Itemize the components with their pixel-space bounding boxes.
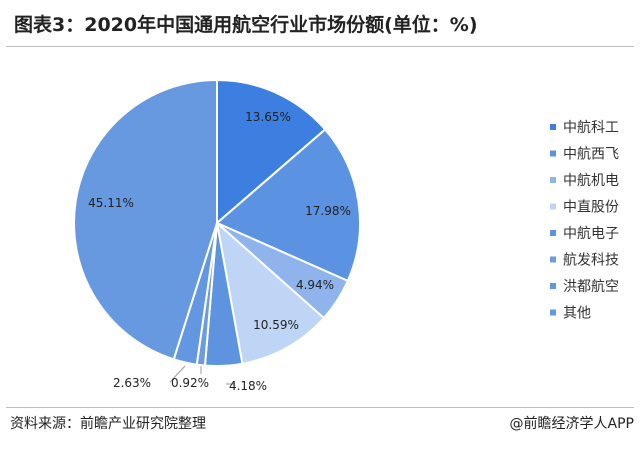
title-divider bbox=[6, 46, 634, 47]
legend-swatch-3 bbox=[550, 203, 556, 210]
legend-swatch-2 bbox=[550, 177, 556, 183]
legend-swatch-5 bbox=[550, 256, 556, 263]
pie-slice-0 bbox=[216, 78, 327, 226]
pie-slices bbox=[73, 78, 361, 367]
footer-divider bbox=[6, 407, 634, 408]
data-label-4: 4.18% bbox=[229, 379, 267, 393]
pie-slice-3 bbox=[215, 220, 326, 365]
legend-label-6: 洪都航空 bbox=[563, 279, 619, 295]
pie-slice-1 bbox=[215, 128, 361, 283]
legend-label-1: 中航西飞 bbox=[563, 147, 619, 163]
legend-label-7: 其他 bbox=[563, 306, 591, 322]
legend-label-4: 中航电子 bbox=[563, 226, 619, 242]
legend-swatch-7 bbox=[550, 309, 556, 316]
data-label-2: 4.94% bbox=[296, 278, 334, 292]
legend-label-0: 中航科工 bbox=[563, 120, 619, 136]
legend-swatch-4 bbox=[550, 230, 556, 236]
pie-slice-7 bbox=[73, 78, 218, 361]
legend-swatch-1 bbox=[550, 150, 556, 157]
pie-chart: 13.65% 17.98% 4.94% 10.59% 4.18% 0.92% 2.63% 45… bbox=[73, 78, 619, 393]
leader-line-6 bbox=[169, 365, 186, 383]
data-label-7: 45.11% bbox=[88, 196, 134, 210]
data-label-5: 0.92% bbox=[171, 376, 209, 390]
legend-swatch-6 bbox=[550, 283, 556, 289]
legend-label-2: 中航机电 bbox=[563, 173, 619, 189]
legend-label-5: 航发科技 bbox=[563, 253, 619, 269]
leader-lines bbox=[169, 365, 235, 385]
legend-swatch-0 bbox=[550, 124, 556, 130]
source-note: 资料来源：前瞻产业研究院整理 bbox=[10, 416, 206, 432]
data-label-6: 2.63% bbox=[113, 376, 151, 390]
credit-note: @前瞻经济学人APP bbox=[509, 416, 634, 432]
chart-title: 图表3：2020年中国通用航空行业市场份额(单位：%) bbox=[14, 14, 478, 36]
legend-label-3: 中直股份 bbox=[563, 199, 619, 216]
data-labels: 13.65% 17.98% 4.94% 10.59% 4.18% 0.92% 2.63% 45… bbox=[88, 110, 351, 393]
data-label-3: 10.59% bbox=[253, 318, 299, 332]
data-label-0: 13.65% bbox=[245, 110, 291, 124]
data-label-1: 17.98% bbox=[305, 204, 351, 218]
